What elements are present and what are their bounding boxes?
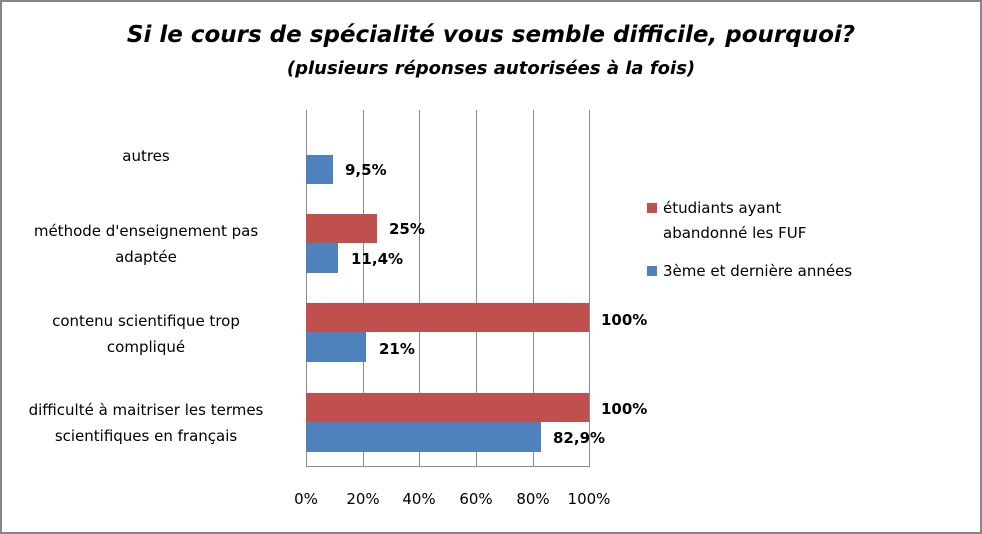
category-label-line: adaptée: [115, 248, 177, 266]
data-label-difficulte-abandon: 100%: [601, 400, 648, 418]
category-label-line: autres: [122, 147, 170, 165]
x-tick-100: 100%: [567, 490, 611, 508]
chart-title: Si le cours de spécialité vous semble di…: [126, 22, 856, 48]
category-label-autres: autres: [6, 143, 286, 169]
category-label-line: méthode d'enseignement pas: [33, 222, 259, 240]
bar-methode-abandon: [306, 214, 377, 243]
category-label-line: difficulté à maitriser les termes: [28, 401, 264, 419]
x-tick-60: 60%: [459, 490, 493, 508]
bar-difficulte-3eme: [306, 422, 541, 452]
x-tick-20: 20%: [346, 490, 380, 508]
category-label-contenu: contenu scientifique trop compliqué: [6, 308, 286, 360]
plot-area: [306, 110, 590, 467]
legend-text: étudiants ayant abandonné les FUF: [663, 196, 806, 246]
gridline-100: [589, 110, 590, 467]
gridline-80: [533, 110, 534, 467]
category-label-difficulte: difficulté à maitriser les termes scient…: [6, 397, 286, 449]
x-tick-0: 0%: [294, 490, 318, 508]
category-label-line: compliqué: [106, 338, 186, 356]
data-label-methode-3eme: 11,4%: [351, 250, 404, 268]
legend-label-line: étudiants ayant: [663, 199, 782, 217]
legend-label-line: abandonné les FUF: [663, 224, 807, 242]
x-tick-40: 40%: [402, 490, 436, 508]
gridline-40: [419, 110, 420, 467]
category-label-methode: méthode d'enseignement pas adaptée: [6, 218, 286, 270]
gridline-60: [476, 110, 477, 467]
bar-difficulte-abandon: [306, 393, 589, 422]
bar-methode-3eme: [306, 243, 338, 273]
legend-swatch-blue: [647, 266, 657, 276]
data-label-contenu-abandon: 100%: [601, 311, 648, 329]
legend-label: 3ème et dernière années: [663, 262, 853, 280]
legend-swatch-red: [647, 203, 657, 213]
bar-autres-3eme: [306, 155, 333, 184]
category-label-line: contenu scientifique trop: [52, 312, 240, 330]
gridline-20: [363, 110, 364, 467]
y-axis-line: [306, 110, 307, 467]
data-label-autres-3eme: 9,5%: [345, 161, 387, 179]
data-label-difficulte-3eme: 82,9%: [553, 429, 606, 447]
chart-subtitle: (plusieurs réponses autorisées à la fois…: [286, 58, 696, 79]
bar-contenu-3eme: [306, 332, 366, 362]
x-axis-line: [306, 466, 589, 467]
data-label-methode-abandon: 25%: [389, 220, 425, 238]
x-tick-80: 80%: [516, 490, 550, 508]
bar-contenu-abandon: [306, 303, 589, 332]
data-label-contenu-3eme: 21%: [379, 340, 415, 358]
category-label-line: scientifiques en français: [54, 427, 238, 445]
